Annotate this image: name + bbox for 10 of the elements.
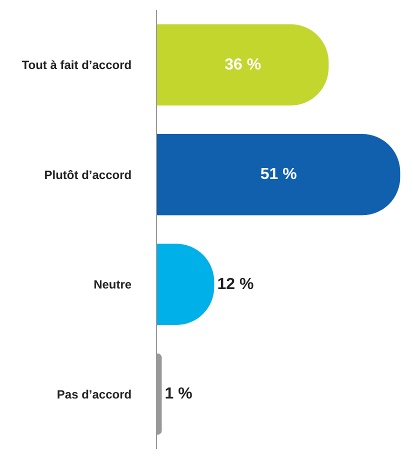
bar xyxy=(157,24,329,106)
y-tick-label: Pas d’accord xyxy=(56,387,132,402)
data-label: 1 % xyxy=(164,386,192,403)
y-tick-label: Neutre xyxy=(94,278,132,292)
data-label: 36 % xyxy=(224,56,262,74)
bar xyxy=(157,134,400,216)
y-tick-label: Plutôt d’accord xyxy=(44,168,132,182)
data-label: 12 % xyxy=(217,276,254,293)
y-tick-label: Tout à fait d’accord xyxy=(22,58,132,72)
data-label: 51 % xyxy=(260,166,297,184)
